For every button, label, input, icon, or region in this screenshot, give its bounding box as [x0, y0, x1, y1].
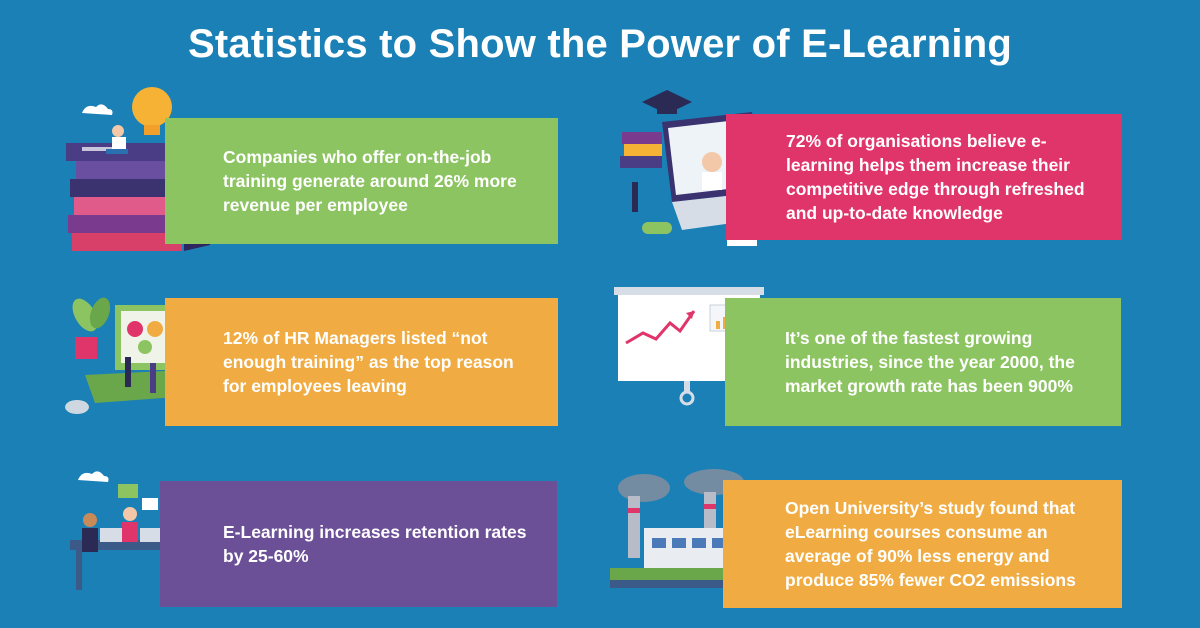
stat-card-text: 72% of organisations believe e-learning … — [786, 131, 1085, 223]
stat-card-text: E-Learning increases retention rates by … — [223, 522, 527, 566]
stat-card-text: Companies who offer on-the-job training … — [223, 147, 517, 215]
stat-card-energy: Open University’s study found that eLear… — [723, 480, 1122, 608]
page-title: Statistics to Show the Power of E-Learni… — [187, 22, 1013, 66]
stat-card-text: Open University’s study found that eLear… — [785, 498, 1076, 590]
stat-card-retention: E-Learning increases retention rates by … — [160, 481, 557, 607]
stat-card-competitive-edge: 72% of organisations believe e-learning … — [726, 114, 1122, 240]
stat-card-market-growth: It’s one of the fastest growing industri… — [725, 298, 1121, 426]
stat-card-text: 12% of HR Managers listed “not enough tr… — [223, 328, 514, 396]
stat-card-text: It’s one of the fastest growing industri… — [785, 328, 1075, 396]
stat-card-revenue: Companies who offer on-the-job training … — [165, 118, 558, 244]
stat-card-hr-managers: 12% of HR Managers listed “not enough tr… — [165, 298, 558, 426]
